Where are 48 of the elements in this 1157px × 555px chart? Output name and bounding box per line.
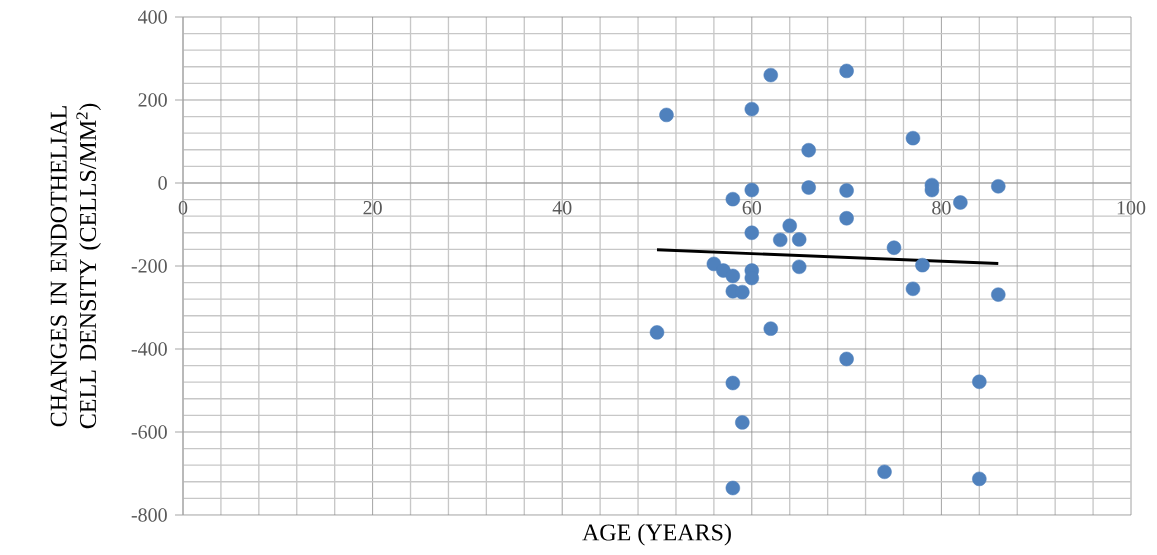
point bbox=[744, 101, 760, 117]
point bbox=[744, 225, 760, 240]
y-tick-label: -800 bbox=[131, 508, 167, 522]
point bbox=[972, 374, 987, 389]
x-tick-label: 40 bbox=[552, 201, 572, 215]
point bbox=[915, 257, 930, 273]
y-axis-title: CHANGES IN ENDOTHELIAL CELL DENSITY (CELLS/MM$^{2}$) bbox=[50, 103, 101, 429]
point bbox=[839, 183, 854, 198]
point bbox=[905, 281, 921, 297]
point bbox=[725, 268, 741, 284]
point bbox=[792, 232, 807, 247]
point bbox=[773, 232, 788, 248]
y-tick-label: 200 bbox=[138, 93, 167, 107]
x-tick-label: 0 bbox=[178, 201, 188, 215]
point bbox=[839, 351, 854, 367]
y-tick-label: -400 bbox=[131, 342, 167, 356]
point bbox=[735, 284, 750, 300]
point bbox=[744, 182, 760, 198]
y-tick-label: 0 bbox=[158, 176, 167, 190]
y-tick-label: -200 bbox=[131, 259, 167, 273]
point bbox=[991, 179, 1006, 194]
point bbox=[763, 321, 778, 336]
point bbox=[953, 195, 968, 210]
point bbox=[801, 180, 816, 195]
point bbox=[659, 107, 674, 123]
point bbox=[735, 415, 750, 430]
point bbox=[725, 375, 741, 391]
point bbox=[801, 143, 816, 158]
point bbox=[991, 287, 1006, 302]
x-tick-label: 100 bbox=[1117, 201, 1146, 215]
x-axis-title: AGE (YEARS) bbox=[582, 523, 731, 546]
point bbox=[877, 464, 892, 480]
point bbox=[649, 325, 665, 340]
point bbox=[972, 471, 987, 487]
x-tick-label: 20 bbox=[363, 201, 382, 215]
point bbox=[792, 259, 807, 275]
point bbox=[839, 63, 854, 79]
point bbox=[763, 67, 778, 83]
point bbox=[725, 480, 741, 496]
point bbox=[905, 130, 921, 146]
x-tick-label: 80 bbox=[932, 201, 951, 215]
y-tick-label: -600 bbox=[131, 425, 167, 439]
point bbox=[839, 211, 854, 226]
point bbox=[886, 240, 902, 255]
point bbox=[725, 191, 741, 207]
x-tick-label: 60 bbox=[742, 201, 762, 215]
point bbox=[782, 218, 797, 233]
y-tick-label: 400 bbox=[138, 10, 167, 24]
